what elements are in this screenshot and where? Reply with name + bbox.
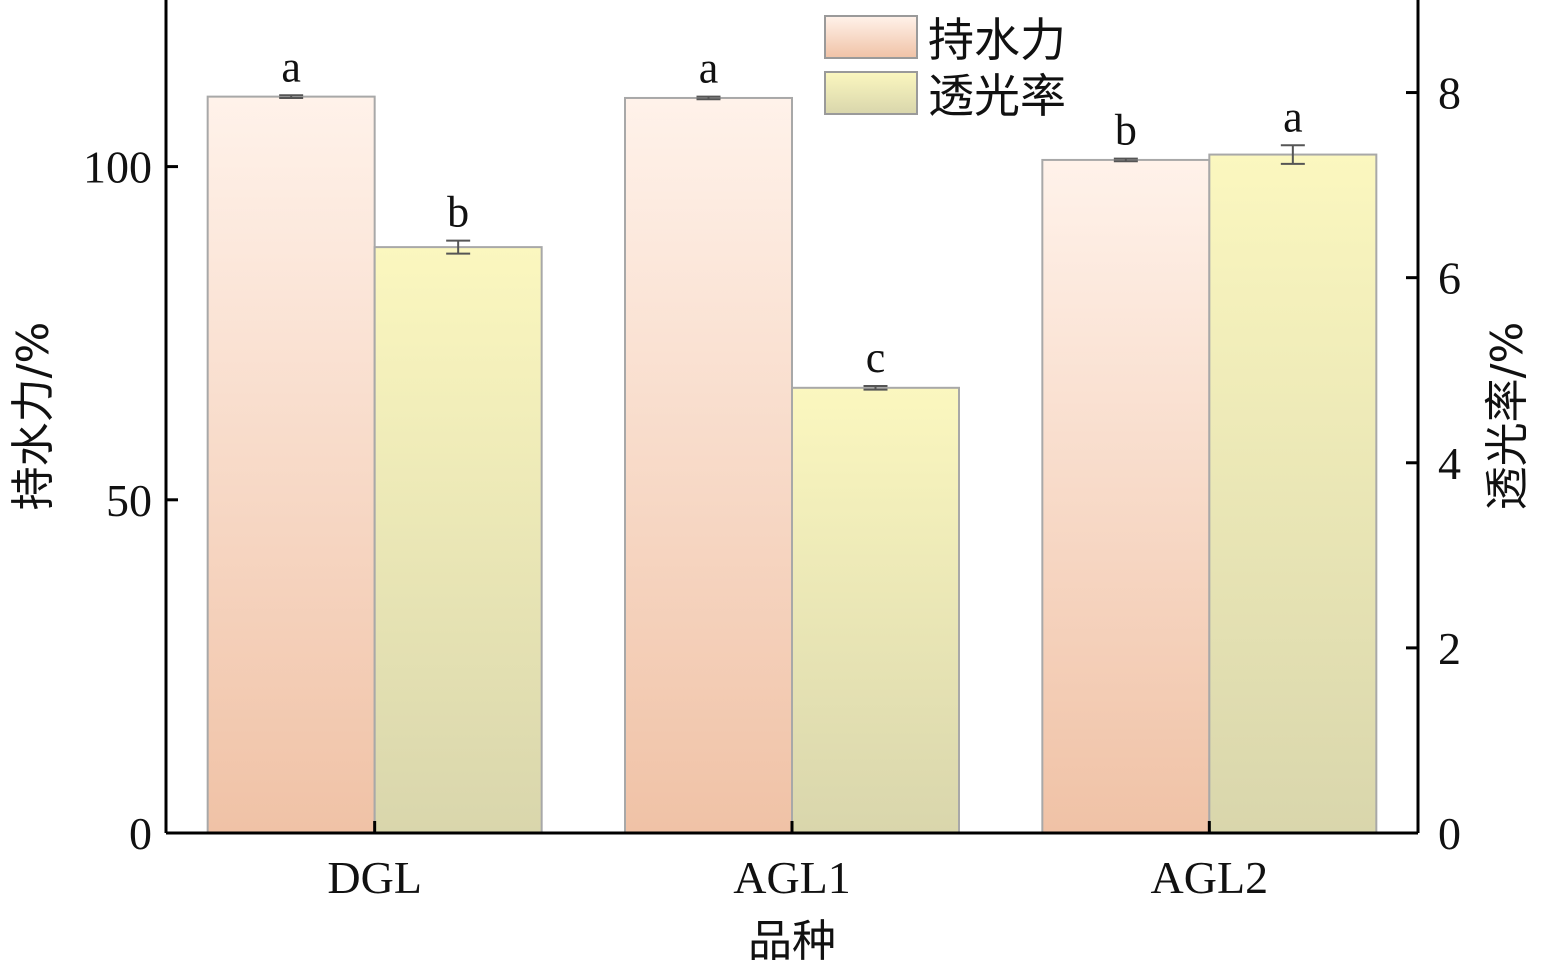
sig-letter-dgl-series-1: a xyxy=(281,42,301,91)
error-bar-dgl-series-2 xyxy=(446,239,471,255)
error-bar-dgl-series-1 xyxy=(279,94,304,99)
x-tick-label-agl2: AGL2 xyxy=(1151,852,1269,903)
bars-layer xyxy=(206,95,1378,835)
sig-letter-agl1-series-2: c xyxy=(866,333,886,382)
x-tick-label-dgl: DGL xyxy=(327,852,422,903)
legend-swatch-series-1 xyxy=(824,15,918,59)
right-tick-label-2: 2 xyxy=(1438,623,1461,674)
sig-letter-agl2-series-2: a xyxy=(1283,92,1303,141)
legend-label-series-2: 透光率 xyxy=(928,69,1066,123)
error-bar-agl1-series-2 xyxy=(863,384,888,391)
bar-agl1-series-1 xyxy=(624,96,793,834)
bar-dgl-series-1 xyxy=(206,95,376,835)
error-bar-agl2-series-1 xyxy=(1113,157,1138,163)
error-bar-agl2-series-2 xyxy=(1280,144,1305,165)
right-tick-label-4: 4 xyxy=(1438,438,1461,489)
left-tick-label-100: 100 xyxy=(83,142,152,193)
axes-layer: DGL AGL1 AGL2 0 50 100 0 2 4 6 8 xyxy=(83,0,1461,903)
right-tick-label-6: 6 xyxy=(1438,253,1461,304)
legend-swatch-series-2 xyxy=(824,71,918,115)
legend: 持水力 透光率 xyxy=(824,13,1066,123)
bar-dgl-series-2 xyxy=(373,246,543,834)
sig-letter-agl2-series-1: b xyxy=(1115,106,1137,155)
sig-letter-agl1-series-1: a xyxy=(699,44,719,93)
bar-agl1-series-2 xyxy=(791,386,960,834)
x-tick-label-agl1: AGL1 xyxy=(733,852,851,903)
legend-label-series-1: 持水力 xyxy=(928,13,1066,67)
bar-agl2-series-2 xyxy=(1208,153,1378,835)
sig-letter-dgl-series-2: b xyxy=(447,188,469,237)
left-tick-label-0: 0 xyxy=(129,808,152,859)
left-axis-title: 持水力/% xyxy=(8,322,59,511)
right-tick-label-8: 8 xyxy=(1438,68,1461,119)
error-bar-agl1-series-1 xyxy=(696,95,721,101)
x-axis-title: 品种 xyxy=(748,916,836,966)
significance-letters-layer: a b a c b a xyxy=(281,42,1302,382)
left-tick-label-50: 50 xyxy=(106,475,152,526)
right-axis-title: 透光率/% xyxy=(1482,322,1533,511)
bar-agl2-series-1 xyxy=(1041,158,1211,835)
right-tick-label-0: 0 xyxy=(1438,808,1461,859)
error-bars-layer xyxy=(279,94,1305,391)
